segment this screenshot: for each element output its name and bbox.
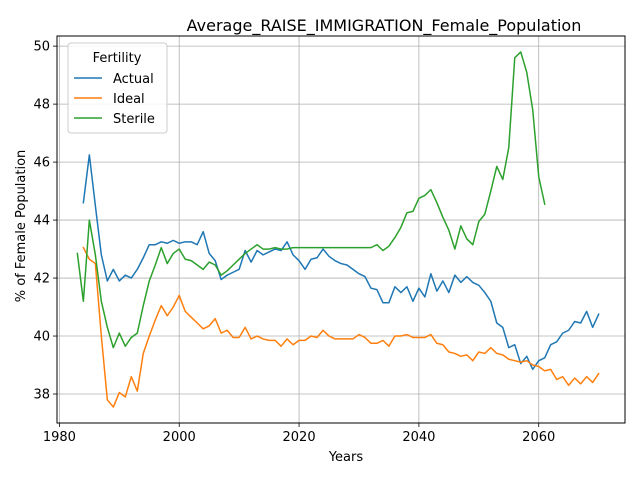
x-tick-label: 2060 bbox=[522, 430, 555, 445]
y-tick-label: 50 bbox=[33, 40, 50, 55]
legend-label-sterile: Sterile bbox=[113, 112, 155, 127]
x-tick-label: 1980 bbox=[43, 430, 76, 445]
y-tick-label: 46 bbox=[33, 156, 50, 171]
y-axis-label: % of Female Population bbox=[14, 150, 29, 303]
legend-title: Fertility bbox=[93, 51, 142, 66]
legend: Fertility Actual Ideal Sterile bbox=[67, 42, 168, 134]
x-tick-label: 2040 bbox=[402, 430, 435, 445]
series-line-actual bbox=[82, 154, 600, 371]
x-axis-label: Years bbox=[328, 450, 364, 465]
series-line-sterile bbox=[76, 51, 546, 349]
legend-box bbox=[67, 42, 168, 134]
legend-label-ideal: Ideal bbox=[113, 92, 145, 107]
x-tick-label: 2020 bbox=[283, 430, 316, 445]
y-tick-label: 48 bbox=[33, 98, 50, 113]
y-tick-label: 38 bbox=[33, 388, 50, 403]
y-axis: 38 40 42 44 46 48 50 bbox=[33, 40, 57, 403]
legend-label-actual: Actual bbox=[113, 72, 154, 87]
series-line-ideal bbox=[82, 246, 600, 408]
plot-frame bbox=[56, 35, 626, 424]
y-tick-label: 44 bbox=[33, 214, 50, 229]
x-axis: 1980 2000 2020 2040 2060 bbox=[43, 423, 555, 445]
chart-title: Average_RAISE_IMMIGRATION_Female_Populat… bbox=[187, 16, 582, 36]
y-tick-label: 40 bbox=[33, 330, 50, 345]
legend-items: Actual Ideal Sterile bbox=[74, 72, 155, 127]
x-tick-label: 2000 bbox=[163, 430, 196, 445]
y-tick-label: 42 bbox=[33, 272, 50, 287]
series-lines bbox=[76, 51, 600, 408]
